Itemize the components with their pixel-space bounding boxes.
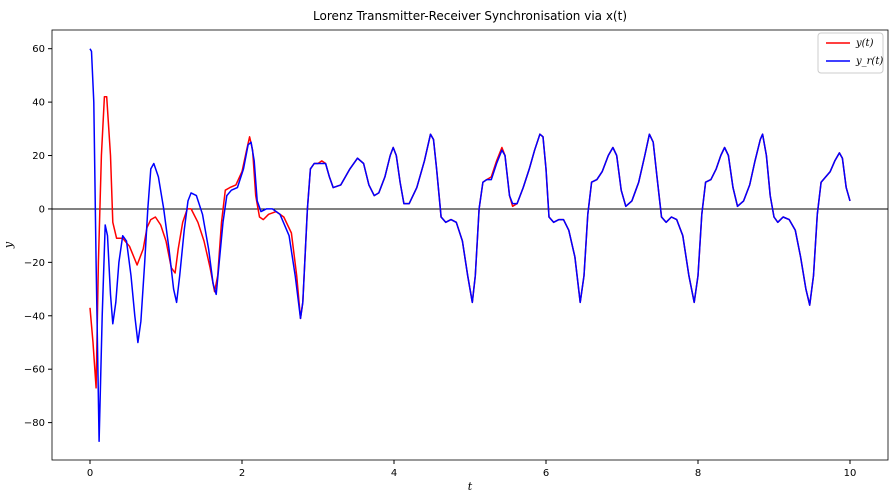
y-tick-label: 60 bbox=[32, 44, 45, 55]
chart-title: Lorenz Transmitter-Receiver Synchronisat… bbox=[313, 9, 627, 23]
x-tick-label: 10 bbox=[844, 468, 857, 479]
x-axis-label: t bbox=[468, 480, 473, 493]
y-tick-label: 0 bbox=[39, 204, 45, 215]
x-tick-label: 0 bbox=[87, 468, 93, 479]
y-tick-label: −20 bbox=[24, 258, 45, 269]
y-tick-label: −60 bbox=[24, 365, 45, 376]
series-line-yr bbox=[89, 48, 851, 443]
y-tick-label: −40 bbox=[24, 311, 45, 322]
x-tick-label: 2 bbox=[239, 468, 245, 479]
y-tick-label: −80 bbox=[24, 418, 45, 429]
x-tick-label: 8 bbox=[695, 468, 701, 479]
x-tick-label: 4 bbox=[391, 468, 397, 479]
x-tick-label: 6 bbox=[543, 468, 549, 479]
legend: y(t) y_r(t) bbox=[817, 32, 884, 74]
ticks-layer: 0 2 4 6 8 10 60 40 20 0 −20 −40 −60 −80 bbox=[24, 44, 856, 479]
plot-area-frame bbox=[51, 29, 889, 461]
legend-label-y: y(t) bbox=[855, 38, 874, 49]
y-axis-label: y bbox=[2, 241, 15, 249]
legend-label-yr: y_r(t) bbox=[855, 56, 883, 67]
series-layer bbox=[89, 48, 851, 443]
y-tick-label: 40 bbox=[32, 98, 45, 109]
y-tick-label: 20 bbox=[32, 151, 45, 162]
